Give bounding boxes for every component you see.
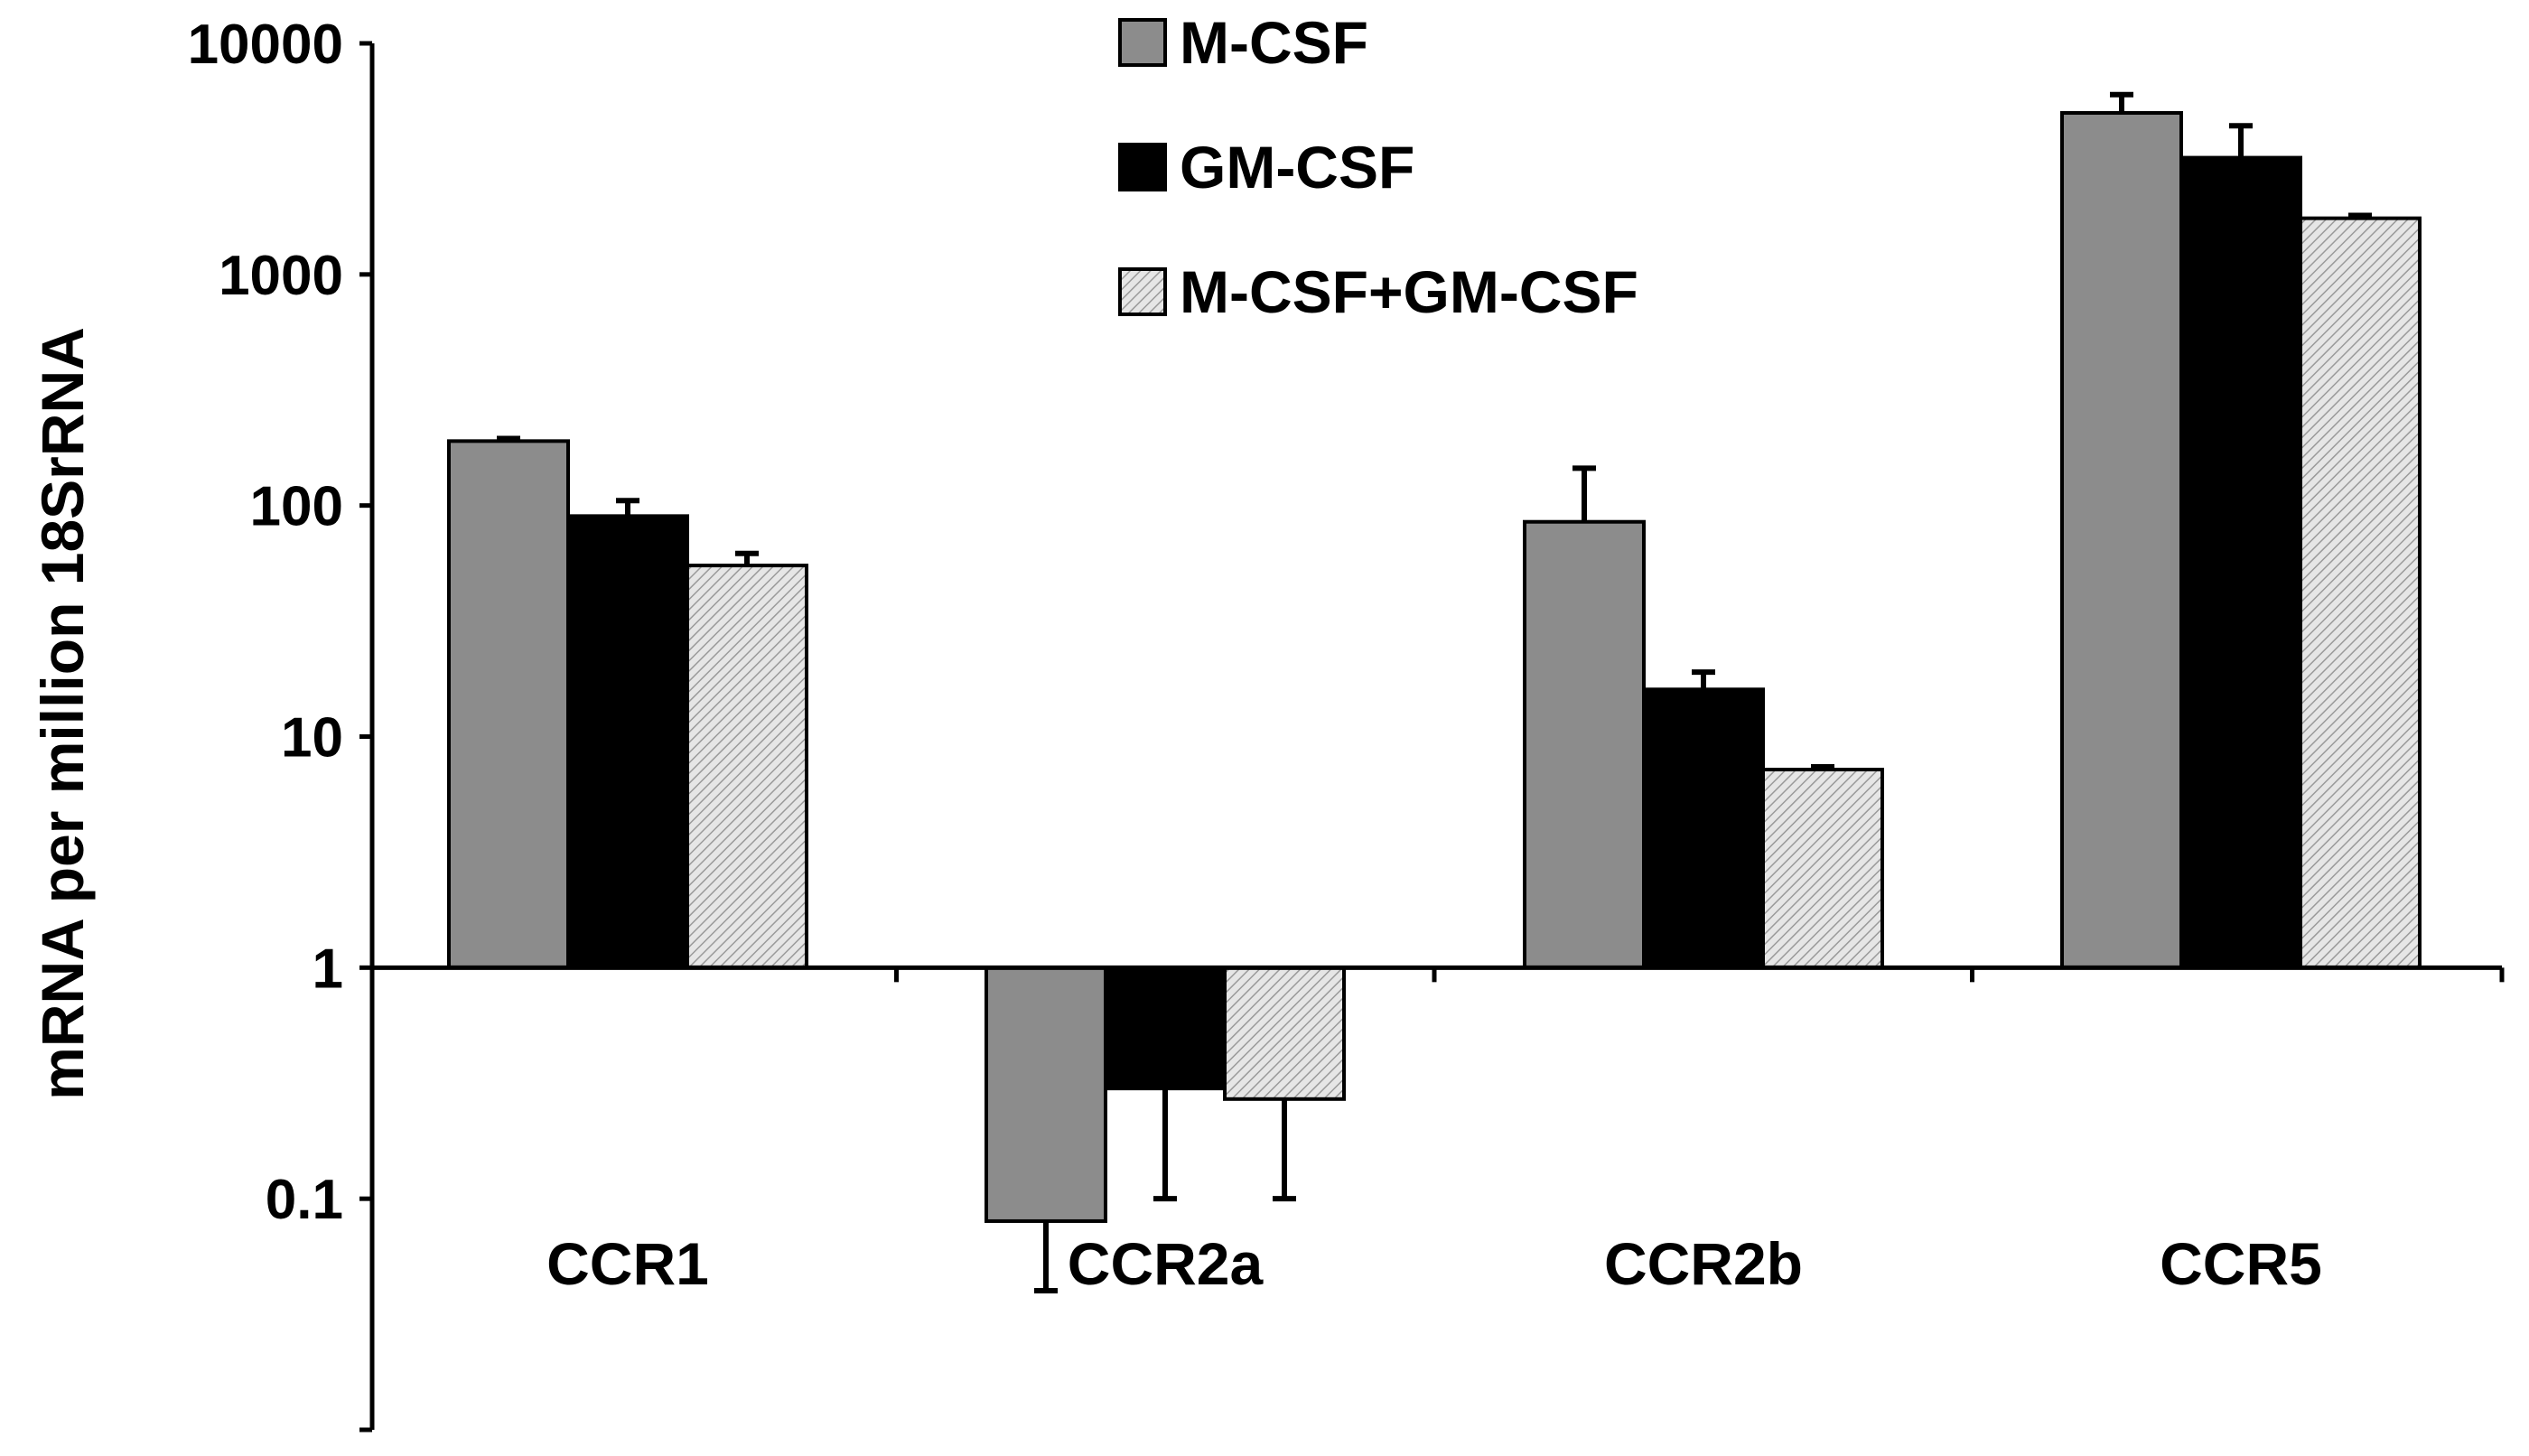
bar-ccr5-m-csf xyxy=(2060,111,2183,970)
bar-ccr5-gm-csf xyxy=(2179,155,2302,970)
bar-ccr1-gm-csf xyxy=(566,514,689,970)
bar-ccr2a-gm-csf xyxy=(1104,966,1227,1091)
legend-swatch xyxy=(1118,267,1167,316)
bar-ccr1-m-csf xyxy=(447,439,570,970)
legend-label: GM-CSF xyxy=(1180,134,1414,201)
y-tick-label: 1000 xyxy=(219,245,343,307)
bar-ccr2a-m-csf-gm-csf xyxy=(1223,966,1346,1101)
y-axis-title: mRNA per million 18SrRNA xyxy=(29,327,96,1100)
category-label: CCR5 xyxy=(2160,1230,2322,1297)
y-tick-label: 10000 xyxy=(188,14,343,76)
y-tick-label: 10 xyxy=(281,707,343,770)
y-tick-label: 0.1 xyxy=(266,1169,343,1231)
error-bars xyxy=(497,91,2372,1293)
legend-label: M-CSF+GM-CSF xyxy=(1180,258,1638,325)
legend-swatch xyxy=(1118,18,1167,67)
bar-ccr2a-m-csf xyxy=(985,966,1107,1223)
bar-ccr2b-m-csf-gm-csf xyxy=(1761,767,1884,970)
bar-ccr2b-m-csf xyxy=(1523,519,1646,970)
y-tick-label: 100 xyxy=(250,476,343,538)
legend-swatch xyxy=(1118,143,1167,191)
legend-label: M-CSF xyxy=(1180,9,1368,76)
category-label: CCR2b xyxy=(1604,1230,1803,1297)
category-labels: CCR1 CCR2a CCR2b CCR5 xyxy=(546,1230,2322,1297)
y-tick-label: 1 xyxy=(313,938,343,1000)
bar-ccr1-m-csf-gm-csf xyxy=(686,564,808,970)
category-label: CCR1 xyxy=(546,1230,709,1297)
legend: M-CSF GM-CSF M-CSF+GM-CSF xyxy=(1118,9,1638,325)
bar-ccr5-m-csf-gm-csf xyxy=(2299,216,2422,970)
bars xyxy=(447,111,2422,1223)
x-axis xyxy=(369,965,2505,983)
y-axis: 10000 1000 100 10 1 0.1 xyxy=(188,14,375,1433)
category-label: CCR2a xyxy=(1068,1230,1264,1297)
bar-ccr2b-gm-csf xyxy=(1642,687,1765,970)
